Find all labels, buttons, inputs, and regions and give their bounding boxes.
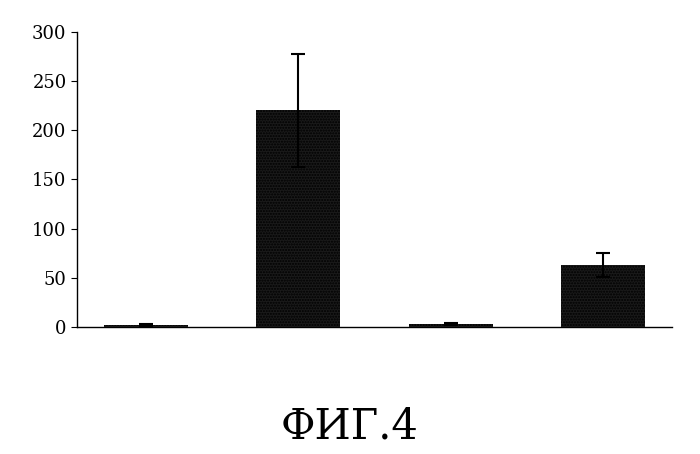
- Bar: [561, 265, 645, 327]
- Bar: [409, 324, 493, 327]
- Bar: [104, 325, 188, 327]
- Bar: [256, 110, 340, 327]
- Text: ФИГ.4: ФИГ.4: [281, 406, 419, 448]
